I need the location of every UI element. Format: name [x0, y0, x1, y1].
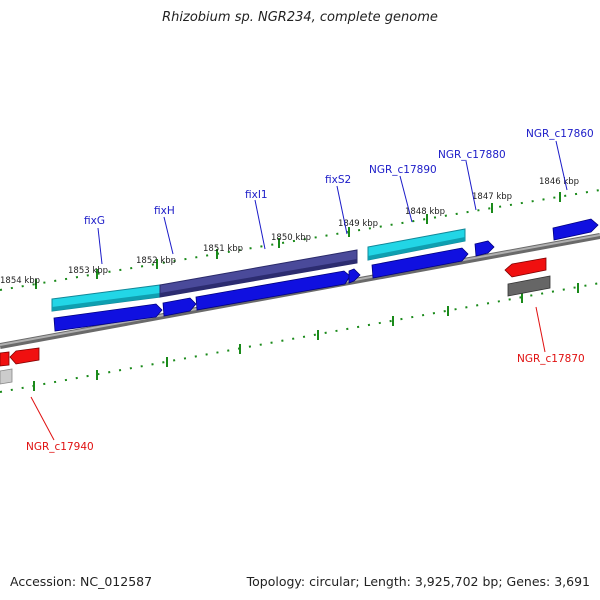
- reverse-genes: [0, 257, 551, 385]
- gene-label-NGR_c17880[interactable]: NGR_c17880: [438, 149, 506, 161]
- major-ticks-forward: [35, 192, 561, 289]
- kbp-label: 1852 kbp: [136, 256, 176, 266]
- gene-label-NGR_c17940[interactable]: NGR_c17940: [26, 441, 94, 453]
- gene-label-fixI1[interactable]: fixI1: [245, 189, 268, 201]
- label-leaders: [30, 140, 568, 441]
- gene-arrow-NGR_c17880[interactable]: [474, 240, 495, 257]
- kbp-label: 1851 kbp: [203, 244, 243, 254]
- gene-label-fixS2[interactable]: fixS2: [325, 174, 351, 186]
- kbp-label: 1847 kbp: [472, 192, 512, 202]
- gene-label-fixH[interactable]: fixH: [154, 205, 175, 217]
- pseudo-feature-NGR_c17870[interactable]: [507, 275, 551, 297]
- gene-arrow-fixG[interactable]: [53, 303, 163, 332]
- pseudo-feature-left-edge[interactable]: [0, 368, 13, 385]
- gene-label-NGR_c17860[interactable]: NGR_c17860: [526, 128, 594, 140]
- kbp-label: 1850 kbp: [271, 233, 311, 243]
- gene-label-fixG[interactable]: fixG: [84, 215, 105, 227]
- gene-arrow-NGR_c17890[interactable]: [371, 247, 469, 279]
- gene-arrow-NGR_c17940[interactable]: [9, 347, 40, 365]
- kbp-label: 1854 kbp: [0, 276, 40, 286]
- gene-arrow-left-edge[interactable]: [0, 351, 10, 367]
- cds-feature-row: [51, 228, 466, 312]
- gene-arrow-fixI1[interactable]: [195, 270, 351, 311]
- kbp-label: 1853 kbp: [68, 266, 108, 276]
- gene-arrow-NGR_c17860[interactable]: [552, 218, 599, 241]
- kbp-label: 1849 kbp: [338, 219, 378, 229]
- kbp-label: 1846 kbp: [539, 177, 579, 187]
- gene-label-NGR_c17870[interactable]: NGR_c17870: [517, 353, 585, 365]
- gene-label-NGR_c17890[interactable]: NGR_c17890: [369, 164, 437, 176]
- forward-genes: [53, 218, 599, 332]
- gene-arrow-fixH[interactable]: [162, 297, 197, 317]
- gene-arrow-fixS2[interactable]: [348, 268, 361, 284]
- kbp-labels: 1854 kbp 1853 kbp 1852 kbp 1851 kbp 1850…: [0, 177, 579, 286]
- gene-arrow-NGR_c17870[interactable]: [504, 257, 547, 278]
- reverse-scale-track: [0, 282, 600, 393]
- accession-text: Accession: NC_012587: [10, 574, 153, 589]
- genome-title: Rhizobium sp. NGR234, complete genome: [162, 10, 438, 25]
- topology-text: Topology: circular; Length: 3,925,702 bp…: [246, 574, 590, 589]
- gene-labels: fixG fixH fixI1 fixS2 NGR_c17890 NGR_c17…: [26, 128, 594, 453]
- kbp-label: 1848 kbp: [405, 207, 445, 217]
- forward-scale-track: [0, 189, 600, 291]
